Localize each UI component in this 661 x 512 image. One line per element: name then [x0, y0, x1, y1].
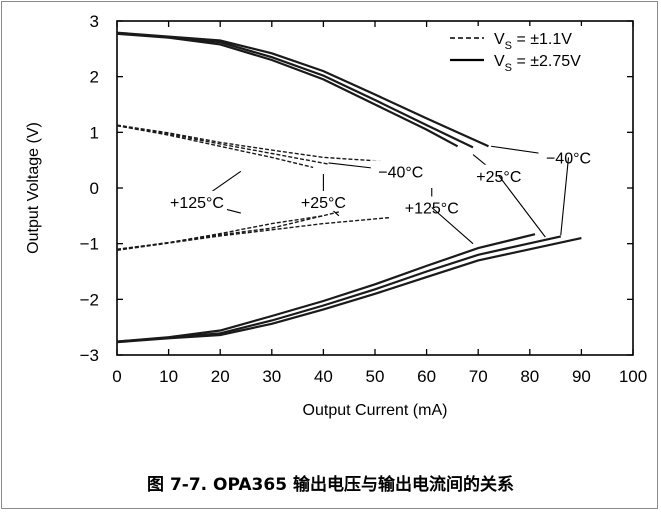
x-tick-label: 0	[112, 367, 121, 386]
x-tick-label: 40	[314, 367, 333, 386]
annotation-bg	[166, 190, 227, 211]
y-tick-label: 3	[90, 12, 99, 31]
y-tick-label: −2	[80, 290, 99, 309]
series-line-vs1p1-low-11	[116, 216, 391, 251]
annotation-pointer	[560, 157, 570, 236]
y-tick-label: −1	[80, 235, 99, 254]
x-tick-label: 50	[366, 367, 385, 386]
x-tick-label: 100	[619, 367, 647, 386]
y-tick-label: −3	[80, 346, 99, 365]
series-line-vs1p1-low-9	[116, 215, 324, 250]
legend-label: VS = ±1.1V	[494, 31, 572, 52]
annotation-label: +125°C	[170, 195, 224, 212]
y-tick-label: 0	[90, 179, 99, 198]
series-line-vs2p75-low-5	[116, 237, 582, 344]
x-tick-label: 90	[572, 367, 591, 386]
annotation-label: −40°C	[378, 164, 423, 181]
annotation-label: +25°C	[476, 169, 521, 186]
y-tick-label: 1	[90, 123, 99, 142]
annotation-pointer	[498, 175, 546, 238]
plot-area	[116, 20, 634, 356]
series-line-vs2p75-high-0	[116, 32, 459, 148]
annotation-bg	[370, 160, 431, 181]
series-line-vs1p1-high-7	[116, 125, 329, 165]
legend-label: VS = ±2.75V	[494, 53, 581, 74]
annotation-label: +25°C	[301, 195, 346, 212]
annotation-bg	[468, 164, 529, 185]
annotation-bg	[401, 196, 462, 217]
x-tick-label: 60	[417, 367, 436, 386]
series-line-vs1p1-low-10	[116, 211, 340, 251]
y-tick-label: 2	[90, 68, 99, 87]
legend-box	[444, 26, 630, 70]
x-axis-label: Output Current (mA)	[303, 402, 448, 419]
series-line-vs2p75-high-2	[116, 31, 489, 148]
series-line-vs2p75-low-3	[116, 233, 536, 343]
x-tick-label: 20	[211, 367, 230, 386]
annotation-label: +125°C	[405, 200, 459, 217]
annotation-pointer	[431, 207, 474, 245]
figure-caption: 图 7-7. OPA365 输出电压与输出电流间的关系	[147, 475, 514, 495]
annotation-bg	[293, 190, 354, 211]
x-tick-label: 30	[262, 367, 281, 386]
x-tick-label: 80	[520, 367, 539, 386]
x-tick-label: 70	[469, 367, 488, 386]
series-line-vs2p75-high-1	[116, 32, 474, 149]
series-line-vs1p1-high-8	[116, 124, 391, 163]
series-line-vs1p1-high-6	[116, 125, 314, 169]
x-tick-label: 10	[159, 367, 178, 386]
series-line-vs2p75-low-4	[116, 235, 562, 343]
y-axis-label: Output Voltage (V)	[25, 122, 42, 254]
annotation-bg	[538, 146, 599, 167]
